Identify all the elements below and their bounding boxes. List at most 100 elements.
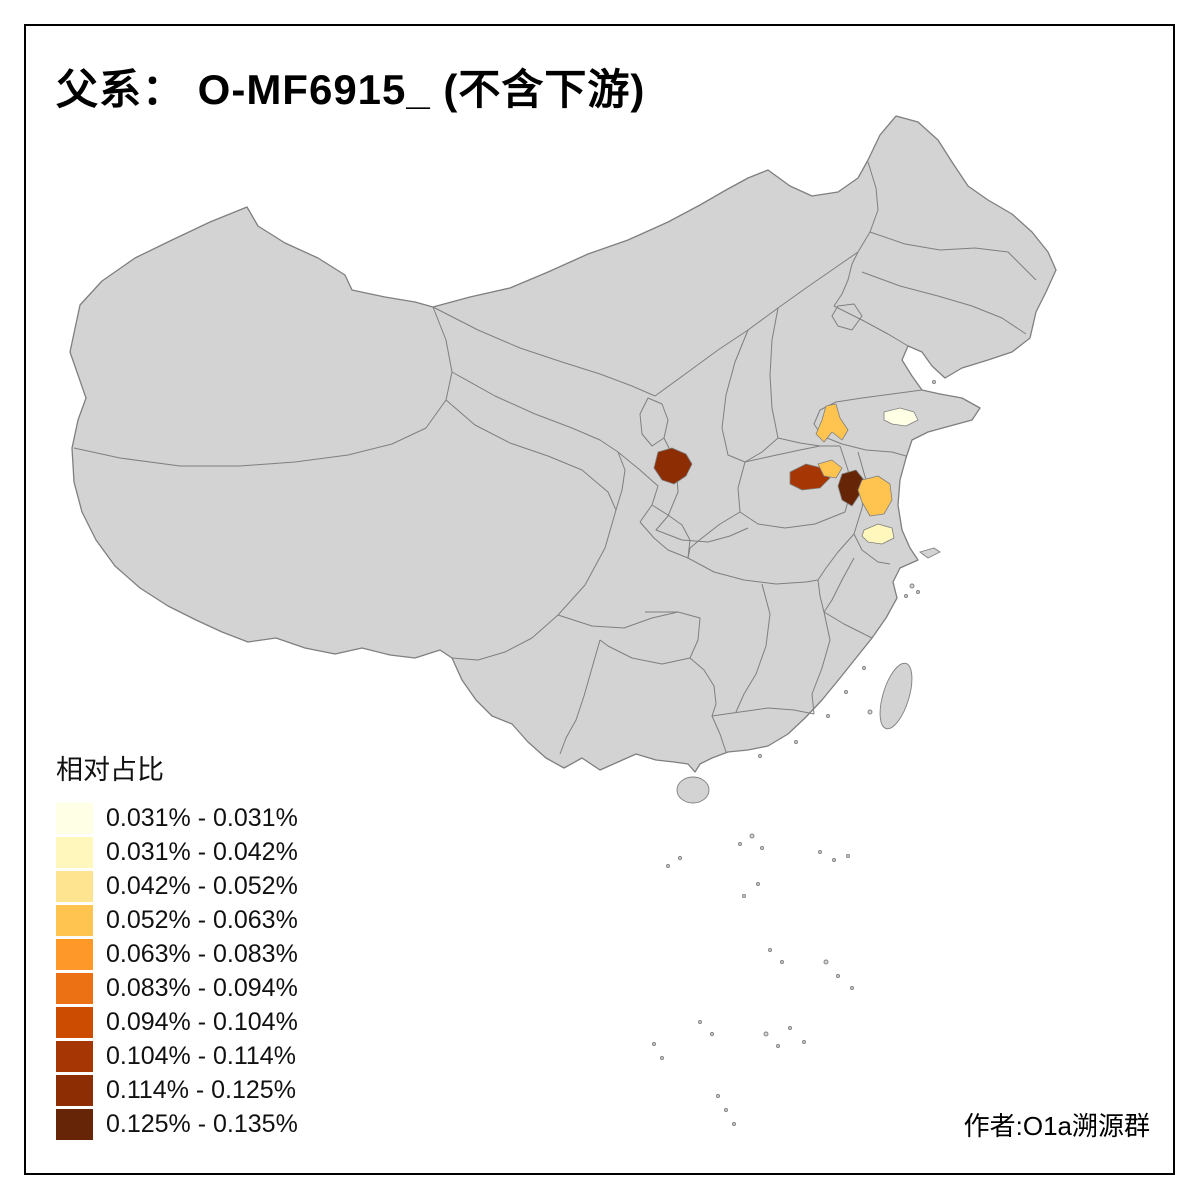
island-dot <box>862 666 866 670</box>
legend-swatch <box>56 871 93 902</box>
island-dot <box>846 854 850 858</box>
taiwan-island <box>879 662 913 730</box>
island-dot <box>780 960 784 964</box>
island-dot <box>818 850 822 854</box>
island-dot <box>660 1056 664 1060</box>
legend-item: 0.104% - 0.114% <box>56 1041 298 1072</box>
legend-swatch <box>56 1041 93 1072</box>
province-border <box>451 509 617 661</box>
province-border <box>744 445 840 463</box>
island-dot <box>763 1031 769 1037</box>
island-dot <box>802 1040 806 1044</box>
island-dot <box>710 1032 714 1036</box>
province-border <box>654 251 859 397</box>
province-border <box>73 306 453 467</box>
province-border <box>744 307 779 463</box>
page-title: 父系： O-MF6915_ (不含下游) <box>56 66 646 113</box>
province-border <box>721 329 749 463</box>
province-borders <box>73 161 1037 755</box>
legend-label: 0.104% - 0.114% <box>106 1042 296 1070</box>
legend-label: 0.031% - 0.031% <box>106 804 298 832</box>
legend-swatch <box>56 1075 93 1106</box>
province-border <box>737 461 746 513</box>
island-dot <box>678 856 682 860</box>
island-dot <box>666 864 670 868</box>
island-dot <box>716 1094 720 1098</box>
province-border <box>559 639 601 755</box>
hainan-island <box>676 776 710 804</box>
legend-swatch <box>56 1109 93 1140</box>
island-dot <box>850 986 854 990</box>
island-dot <box>867 709 873 715</box>
legend-label: 0.094% - 0.104% <box>106 1008 298 1036</box>
highlight-regions <box>653 403 919 545</box>
province-border <box>861 271 1027 335</box>
legend-label: 0.083% - 0.094% <box>106 974 298 1002</box>
legend-swatch <box>56 939 93 970</box>
island-dot <box>742 894 746 898</box>
province-border <box>557 611 679 629</box>
legend-label: 0.042% - 0.052% <box>106 872 298 900</box>
legend-title: 相对占比 <box>56 755 164 785</box>
province-border <box>811 611 831 715</box>
province-border <box>639 521 689 559</box>
island-dot <box>738 842 742 846</box>
legend-item: 0.042% - 0.052% <box>56 871 298 902</box>
province-border <box>432 306 656 397</box>
highlight-region-4 <box>837 469 865 507</box>
province-border <box>451 371 619 453</box>
legend-item: 0.031% - 0.042% <box>56 837 298 868</box>
island-dot <box>916 590 920 594</box>
island-dot <box>794 740 798 744</box>
author-credit: 作者:O1a溯源群 <box>963 1111 1150 1141</box>
legend-label: 0.114% - 0.125% <box>106 1076 296 1104</box>
province-border <box>445 399 617 511</box>
island-dot <box>749 833 755 839</box>
legend-swatch <box>56 1007 93 1038</box>
legend-item: 0.052% - 0.063% <box>56 905 298 936</box>
island-dot <box>826 714 830 718</box>
chongming-island <box>919 547 941 559</box>
province-border <box>687 511 741 559</box>
south-china-sea-islands <box>652 380 936 1126</box>
highlight-region-6 <box>815 403 849 443</box>
island-dot <box>756 882 760 886</box>
island-dot <box>909 583 915 589</box>
legend-label: 0.052% - 0.063% <box>106 906 298 934</box>
highlight-region-8 <box>861 523 895 545</box>
mainland-outline <box>69 115 1057 773</box>
legend: 相对占比 0.031% - 0.031% 0.031% - 0.042% 0.042… <box>56 748 298 1143</box>
highlight-region-3 <box>817 459 843 479</box>
highlight-region-5 <box>857 475 893 517</box>
island-dot <box>836 974 840 978</box>
province-border <box>711 707 815 717</box>
highlight-region-2 <box>789 463 831 491</box>
island-dot <box>732 1122 736 1126</box>
province-border <box>735 583 771 713</box>
highlight-region-1 <box>653 447 693 485</box>
island-dot <box>832 858 836 862</box>
province-border <box>615 451 626 511</box>
legend-label: 0.031% - 0.042% <box>106 838 298 866</box>
province-border <box>651 504 691 559</box>
province-border <box>817 533 855 613</box>
island-dot <box>776 1044 780 1048</box>
island-dot <box>760 846 764 850</box>
legend-label: 0.063% - 0.083% <box>106 940 298 968</box>
island-dot <box>904 594 908 598</box>
legend-item: 0.083% - 0.094% <box>56 973 298 1004</box>
island-dot <box>724 1108 728 1112</box>
legend-item: 0.063% - 0.083% <box>56 939 298 970</box>
province-border <box>599 639 691 665</box>
legend-swatch <box>56 837 93 868</box>
legend-label: 0.125% - 0.135% <box>106 1110 298 1138</box>
island-dot <box>844 690 848 694</box>
islands <box>652 380 941 1126</box>
province-border <box>617 451 659 523</box>
legend-items: 0.031% - 0.031% 0.031% - 0.042% 0.042% - 0… <box>56 803 298 1140</box>
legend-swatch <box>56 973 93 1004</box>
province-border <box>687 557 819 585</box>
island-dot <box>768 948 772 952</box>
